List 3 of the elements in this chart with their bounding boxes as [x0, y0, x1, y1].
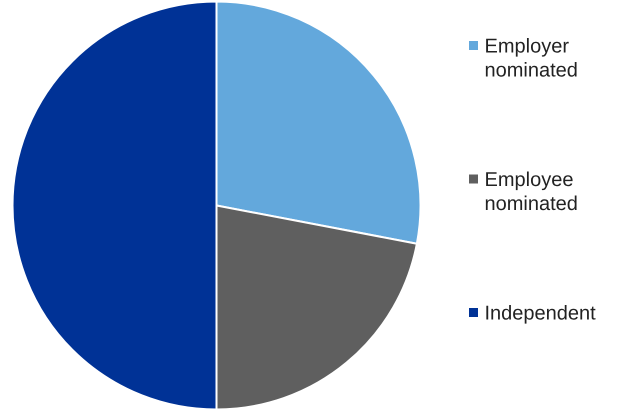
legend-label: Employee nominated: [484, 169, 578, 216]
legend-label: Employer nominated: [484, 36, 578, 82]
legend-label: Independent: [484, 302, 596, 324]
